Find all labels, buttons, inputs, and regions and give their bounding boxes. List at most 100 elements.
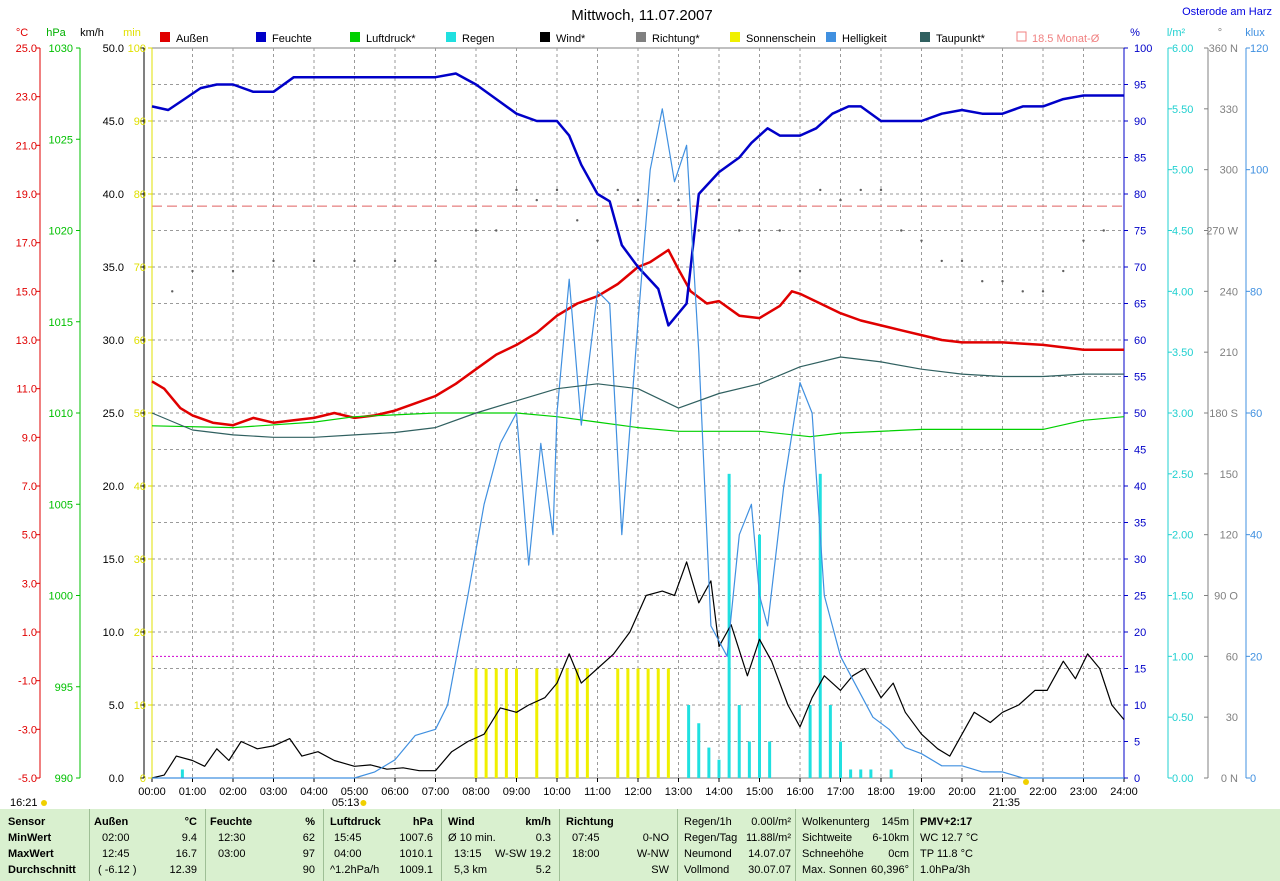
axis-tick-label-pressure: 1020 xyxy=(49,226,73,238)
rain-bar xyxy=(869,769,873,778)
unit-celsius: °C xyxy=(16,27,28,39)
x-tick-label: 03:00 xyxy=(260,786,288,798)
rain-bar xyxy=(889,769,893,778)
direction-point xyxy=(1001,279,1004,283)
stats-feuchte-min: 62 xyxy=(302,832,315,844)
legend-swatch xyxy=(636,32,646,42)
rain-bar xyxy=(839,741,842,778)
axis-tick-label-pressure: 1015 xyxy=(49,317,73,329)
axis-tick-label-humidity: 50 xyxy=(1134,408,1146,420)
series-line-helligkeit xyxy=(152,108,1124,779)
axis-tick-label-direction: 150 xyxy=(1220,469,1238,481)
legend-label: Feuchte xyxy=(272,33,312,45)
stats-vollmond-value: 30.07.07 xyxy=(748,864,791,876)
legend-swatch xyxy=(730,32,740,42)
direction-point xyxy=(1062,269,1065,273)
axis-tick-label-pressure: 1030 xyxy=(49,43,73,55)
sunshine-bar xyxy=(515,668,518,778)
axis-tick-label-temp: 15.0 xyxy=(16,286,37,298)
stats-schnee-label: Schneehöhe xyxy=(802,848,864,860)
axis-tick-label-temp: 9.0 xyxy=(22,432,37,444)
rain-bar xyxy=(828,705,832,778)
axis-tick-label-rain: 3.00 xyxy=(1172,408,1193,420)
legend-label: Außen xyxy=(176,33,208,45)
stats-regen-label-1h: Regen/1h xyxy=(684,816,732,828)
axis-tick-label-humidity: 40 xyxy=(1134,481,1146,493)
axis-tick-label-direction: 360 N xyxy=(1209,43,1238,55)
stats-aussen-header: Außen xyxy=(94,816,129,828)
axis-tick-label-humidity: 70 xyxy=(1134,262,1146,274)
axis-tick-label-pressure: 1010 xyxy=(49,408,73,420)
direction-point xyxy=(697,229,700,232)
legend-swatch xyxy=(446,32,456,42)
unit-min: min xyxy=(123,27,141,39)
unit-percent: % xyxy=(1130,27,1140,39)
x-tick-label: 01:00 xyxy=(179,786,207,798)
sunrise-time: 05:13 xyxy=(332,797,360,809)
rain-bar xyxy=(859,769,863,778)
stats-richtung-col: Richtung 07:45 0-NO 18:00 W-NW SW xyxy=(560,809,678,881)
axis-tick-label-temp: 5.0 xyxy=(22,530,37,542)
axis-tick-label-sun_min: 100 xyxy=(128,43,146,55)
legend-item: Feuchte xyxy=(256,32,312,45)
stats-sicht-value: 6-10km xyxy=(872,832,909,844)
axis-tick-label-wind: 15.0 xyxy=(103,554,124,566)
legend-item: Regen xyxy=(446,32,494,45)
direction-point xyxy=(515,188,518,192)
x-tick-label: 16:00 xyxy=(786,786,814,798)
x-tick-label: 04:00 xyxy=(300,786,328,798)
direction-point xyxy=(474,229,478,232)
legend-label: Richtung* xyxy=(652,33,700,45)
legend-swatch xyxy=(1016,31,1027,42)
stats-feuchte-col: Feuchte % 12:30 62 03:00 97 90 xyxy=(206,809,324,881)
stats-wolken-value: 145m xyxy=(881,816,909,828)
stats-wind-header: Wind xyxy=(448,816,475,828)
stats-feuchte-min-time: 12:30 xyxy=(218,832,246,844)
axis-tick-label-direction: 330 xyxy=(1220,104,1238,116)
location-label[interactable]: Osterode am Harz xyxy=(1182,6,1272,18)
stats-sicht-label: Sichtweite xyxy=(802,832,853,844)
axis-tick-label-direction: 30 xyxy=(1226,712,1238,724)
legend-swatch xyxy=(540,32,550,42)
stats-wind-r3a: 5,3 km xyxy=(454,864,488,876)
axis-tick-label-humidity: 30 xyxy=(1134,554,1146,566)
stats-pmv: PMV+2:17 xyxy=(920,816,973,828)
direction-point xyxy=(657,198,660,202)
direction-point xyxy=(616,188,619,192)
axis-tick-label-humidity: 35 xyxy=(1134,518,1146,530)
stats-panel: Sensor MinWert MaxWert Durchschnitt Auße… xyxy=(0,809,1280,881)
axis-tick-label-wind: 45.0 xyxy=(103,116,124,128)
axis-tick-label-humidity: 10 xyxy=(1134,700,1146,712)
axis-tick-label-humidity: 55 xyxy=(1134,372,1146,384)
direction-point xyxy=(960,259,964,263)
axis-tick-label-sun_min: 10 xyxy=(134,700,146,712)
direction-point xyxy=(1021,290,1024,293)
chart-title: Mittwoch, 11.07.2007 xyxy=(571,7,712,24)
legend-label: Taupunkt* xyxy=(936,33,986,45)
axis-tick-label-temp: -5.0 xyxy=(18,773,37,785)
stats-wolken-label: Wolkenunterg xyxy=(802,816,870,828)
axis-tick-label-rain: 1.50 xyxy=(1172,591,1193,603)
stats-richtung-r1a: 07:45 xyxy=(572,832,600,844)
axis-tick-label-rain: 5.00 xyxy=(1172,165,1193,177)
sunshine-bar xyxy=(575,668,579,778)
series-line-luftdruck xyxy=(151,412,1125,438)
legend-item: Richtung* xyxy=(636,32,700,45)
rain-bar xyxy=(747,741,751,778)
x-tick-label: 02:00 xyxy=(219,786,247,798)
direction-point xyxy=(171,290,174,293)
legend-item: Wind* xyxy=(540,32,586,45)
rain-bar xyxy=(707,747,711,778)
unit-klux: klux xyxy=(1245,27,1265,39)
direction-point xyxy=(677,198,680,202)
axis-tick-label-temp: 17.0 xyxy=(16,238,37,250)
unit-degree: ° xyxy=(1218,27,1222,39)
axis-tick-label-pressure: 990 xyxy=(55,773,73,785)
direction-point xyxy=(879,188,883,192)
sunshine-bar xyxy=(535,668,539,778)
sunshine-bar xyxy=(555,668,559,778)
x-tick-label: 19:00 xyxy=(908,786,936,798)
x-tick-label: 18:00 xyxy=(867,786,895,798)
axis-tick-label-sun_min: 30 xyxy=(134,554,146,566)
axis-tick-label-wind: 50.0 xyxy=(103,43,124,55)
